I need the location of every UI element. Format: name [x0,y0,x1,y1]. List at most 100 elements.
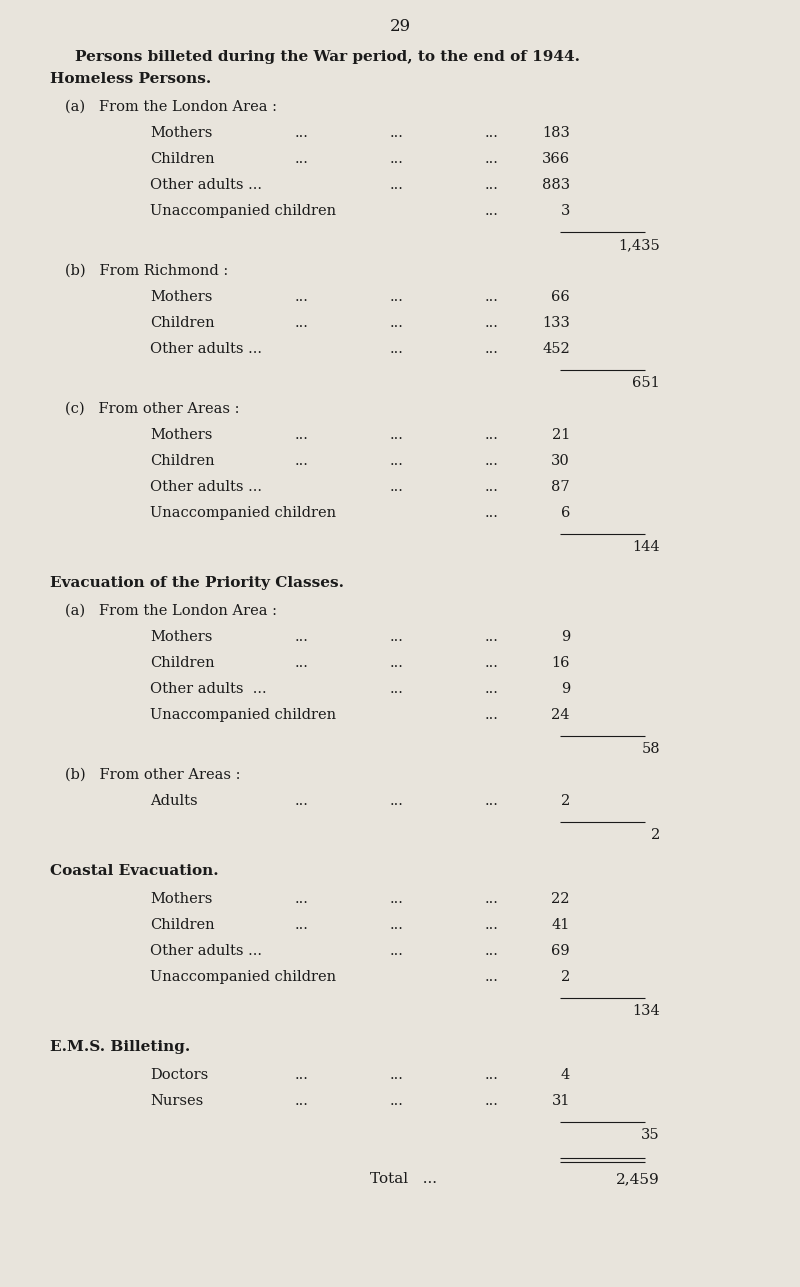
Text: ...: ... [485,892,499,906]
Text: 87: 87 [551,480,570,494]
Text: 366: 366 [542,152,570,166]
Text: 35: 35 [642,1127,660,1142]
Text: ...: ... [295,317,309,329]
Text: ...: ... [485,429,499,441]
Text: ...: ... [485,918,499,932]
Text: 452: 452 [542,342,570,356]
Text: ...: ... [485,152,499,166]
Text: 41: 41 [552,918,570,932]
Text: 2: 2 [650,828,660,842]
Text: Unaccompanied children: Unaccompanied children [150,970,336,985]
Text: 2,459: 2,459 [616,1172,660,1187]
Text: Children: Children [150,454,214,468]
Text: ...: ... [295,1068,309,1082]
Text: 30: 30 [551,454,570,468]
Text: (c)   From other Areas :: (c) From other Areas : [65,402,239,416]
Text: Children: Children [150,317,214,329]
Text: ...: ... [485,970,499,985]
Text: ...: ... [485,178,499,192]
Text: ...: ... [390,342,404,356]
Text: (a)   From the London Area :: (a) From the London Area : [65,604,277,618]
Text: Coastal Evacuation.: Coastal Evacuation. [50,864,218,878]
Text: ...: ... [485,1094,499,1108]
Text: ...: ... [485,631,499,644]
Text: 3: 3 [561,205,570,218]
Text: ...: ... [485,682,499,696]
Text: 144: 144 [632,541,660,553]
Text: 9: 9 [561,631,570,644]
Text: ...: ... [485,506,499,520]
Text: 24: 24 [551,708,570,722]
Text: 2: 2 [561,794,570,808]
Text: E.M.S. Billeting.: E.M.S. Billeting. [50,1040,190,1054]
Text: ...: ... [390,152,404,166]
Text: 31: 31 [551,1094,570,1108]
Text: ...: ... [295,1094,309,1108]
Text: ...: ... [295,892,309,906]
Text: 58: 58 [642,743,660,755]
Text: ...: ... [390,892,404,906]
Text: (b)   From Richmond :: (b) From Richmond : [65,264,228,278]
Text: Unaccompanied children: Unaccompanied children [150,205,336,218]
Text: Mothers: Mothers [150,892,212,906]
Text: Other adults ...: Other adults ... [150,178,262,192]
Text: 22: 22 [551,892,570,906]
Text: ...: ... [390,178,404,192]
Text: Homeless Persons.: Homeless Persons. [50,72,211,86]
Text: ...: ... [390,1068,404,1082]
Text: 66: 66 [551,290,570,304]
Text: 133: 133 [542,317,570,329]
Text: (b)   From other Areas :: (b) From other Areas : [65,768,241,782]
Text: Mothers: Mothers [150,126,212,140]
Text: ...: ... [390,656,404,671]
Text: ...: ... [390,1094,404,1108]
Text: Unaccompanied children: Unaccompanied children [150,506,336,520]
Text: 6: 6 [561,506,570,520]
Text: ...: ... [295,152,309,166]
Text: 69: 69 [551,943,570,958]
Text: Other adults ...: Other adults ... [150,480,262,494]
Text: ...: ... [485,1068,499,1082]
Text: Mothers: Mothers [150,429,212,441]
Text: ...: ... [390,126,404,140]
Text: ...: ... [485,454,499,468]
Text: Unaccompanied children: Unaccompanied children [150,708,336,722]
Text: 2: 2 [561,970,570,985]
Text: ...: ... [390,794,404,808]
Text: Mothers: Mothers [150,290,212,304]
Text: Total   ...: Total ... [370,1172,437,1187]
Text: ...: ... [485,290,499,304]
Text: 9: 9 [561,682,570,696]
Text: ...: ... [390,454,404,468]
Text: ...: ... [485,794,499,808]
Text: ...: ... [485,943,499,958]
Text: Doctors: Doctors [150,1068,208,1082]
Text: Persons billeted during the War period, to the end of 1944.: Persons billeted during the War period, … [75,50,580,64]
Text: ...: ... [485,342,499,356]
Text: 183: 183 [542,126,570,140]
Text: Children: Children [150,918,214,932]
Text: 1,435: 1,435 [618,238,660,252]
Text: ...: ... [295,918,309,932]
Text: ...: ... [295,656,309,671]
Text: ...: ... [485,126,499,140]
Text: (a)   From the London Area :: (a) From the London Area : [65,100,277,115]
Text: ...: ... [295,126,309,140]
Text: 651: 651 [632,376,660,390]
Text: Mothers: Mothers [150,631,212,644]
Text: ...: ... [485,317,499,329]
Text: ...: ... [295,454,309,468]
Text: ...: ... [295,429,309,441]
Text: Children: Children [150,152,214,166]
Text: ...: ... [295,631,309,644]
Text: ...: ... [485,656,499,671]
Text: ...: ... [390,290,404,304]
Text: 21: 21 [552,429,570,441]
Text: ...: ... [390,918,404,932]
Text: ...: ... [295,794,309,808]
Text: ...: ... [390,943,404,958]
Text: 16: 16 [551,656,570,671]
Text: 29: 29 [390,18,410,35]
Text: Nurses: Nurses [150,1094,203,1108]
Text: Adults: Adults [150,794,198,808]
